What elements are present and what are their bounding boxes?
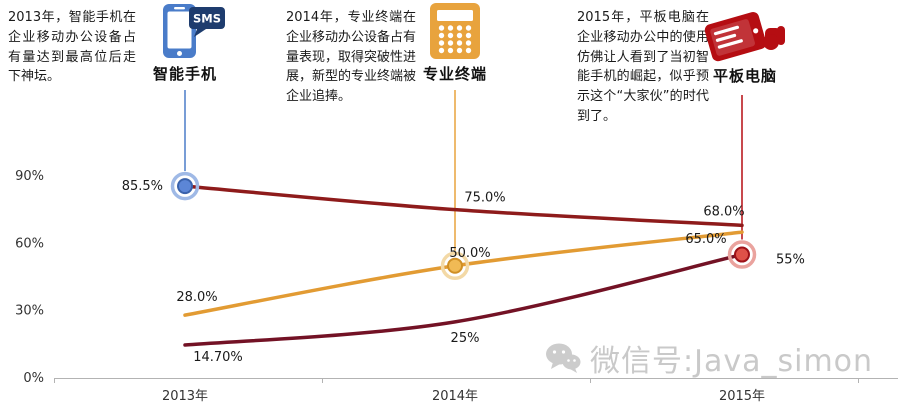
calculator-icon [430, 3, 480, 59]
x-category-label: 2013年 [162, 389, 208, 404]
data-label: 14.70% [193, 350, 243, 365]
data-label: 65.0% [685, 232, 726, 247]
marker-ring [170, 171, 200, 201]
marker-dot [447, 257, 463, 274]
chart-line-series-3 [183, 252, 744, 347]
sms-bubble: SMS [189, 7, 225, 37]
annotation-2013-text: 2013年，智能手机在企业移动办公设备占有量达到最高位后走下神坛。 [8, 10, 136, 85]
chart-line-series-1 [183, 184, 744, 228]
data-label: 85.5% [122, 179, 163, 194]
annotation-2014-text: 2014年，专业终端在企业移动办公设备占有量表现，取得突破性进展，新型的专业终端… [286, 10, 417, 104]
y-tick-label: 30% [15, 304, 44, 319]
sms-bubble-text: SMS [193, 12, 221, 26]
tablet-icon [704, 12, 785, 62]
hand-icon [763, 26, 785, 50]
x-category-label: 2015年 [719, 389, 765, 404]
watermark: 微信号:Java_simon [545, 336, 873, 380]
y-tick-label: 0% [23, 371, 44, 386]
calculator-icon-group: 专业终端 [423, 2, 486, 84]
watermark-text: 微信号:Java_simon [590, 344, 874, 379]
data-label: 25% [451, 331, 480, 346]
y-tick-label: 60% [15, 236, 44, 251]
data-label: 68.0% [703, 204, 744, 219]
wechat-icon [546, 343, 581, 373]
terminal-label: 专业终端 [423, 65, 488, 83]
tablet-icon-group: 平板电脑 [701, 4, 789, 86]
data-label: 28.0% [176, 290, 217, 305]
smartphone-icon-group: SMS 智能手机 [143, 2, 227, 84]
tablet-label: 平板电脑 [712, 67, 777, 85]
marker-ring [727, 240, 757, 269]
data-label: 50.0% [449, 246, 490, 261]
marker-dot [734, 246, 750, 263]
marker-dot [177, 178, 193, 195]
y-tick-label: 90% [15, 169, 44, 184]
smartphone-label: 智能手机 [152, 65, 217, 83]
marker-ring [440, 251, 470, 281]
data-label: 55% [776, 253, 805, 268]
data-label: 75.0% [464, 191, 505, 206]
smartphone-icon: SMS [163, 4, 225, 58]
x-category-label: 2014年 [432, 389, 478, 404]
annotation-2015-text: 2015年，平板电脑在企业移动办公中的使用仿佛让人看到了当初智能手机的崛起，似乎… [577, 10, 709, 124]
